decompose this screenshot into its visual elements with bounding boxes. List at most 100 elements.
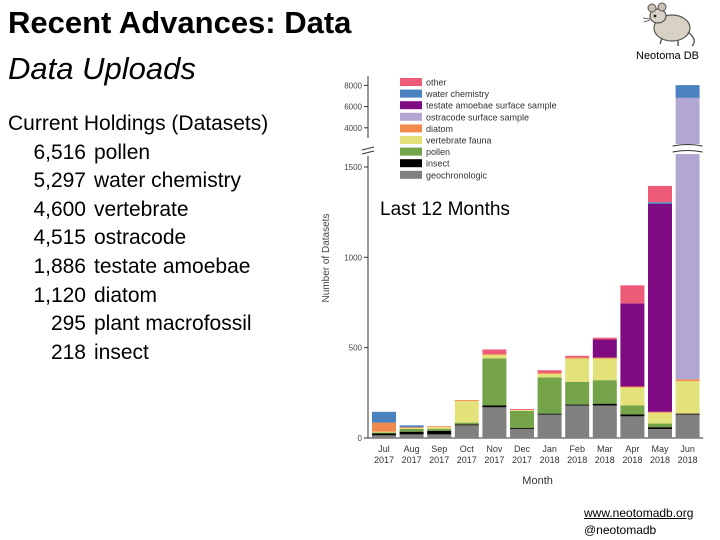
bar-segment: [675, 379, 700, 382]
bar-segment: [482, 353, 507, 355]
bar-segment: [592, 405, 617, 438]
bar-segment: [399, 434, 424, 438]
y-tick-label: 500: [349, 344, 363, 353]
bar-segment: [565, 381, 590, 405]
holdings-count: 4,515: [33, 226, 86, 250]
bar-segment: [482, 358, 507, 406]
bar-segment: [675, 381, 700, 414]
x-tick-label-month: Jul: [378, 444, 390, 454]
legend-swatch: [400, 101, 422, 110]
bar-segment: [620, 405, 645, 415]
y-tick-label: 8000: [344, 81, 362, 90]
bar-segment: [592, 337, 617, 340]
x-tick-label-year: 2018: [622, 455, 642, 465]
bar-segment: [648, 411, 672, 413]
holdings-item: 4,515 ostracode: [8, 224, 268, 253]
x-tick-label-year: 2017: [402, 455, 422, 465]
holdings-label: insect: [94, 340, 149, 364]
bar-segment: [565, 355, 590, 358]
bar-segment: [648, 423, 672, 428]
bar-segment: [648, 185, 672, 203]
bar-segment: [372, 411, 396, 423]
y-axis-title: Number of Datasets: [321, 214, 332, 303]
x-tick-label-year: 2018: [650, 455, 670, 465]
x-tick-label-month: Apr: [625, 444, 639, 454]
x-tick-label-month: Feb: [569, 444, 585, 454]
x-tick-label-year: 2018: [595, 455, 615, 465]
holdings-label: plant macrofossil: [94, 312, 252, 336]
neotoma-mouse-logo-icon: [642, 2, 695, 47]
y-axis-break-mark: [361, 146, 375, 155]
footer: www.neotomadb.org @neotomadb: [584, 505, 693, 539]
bar-segment: [675, 414, 700, 438]
holdings-list: Current Holdings (Datasets) 6,516 pollen …: [8, 110, 268, 367]
legend-label: geochronologic: [426, 170, 488, 180]
bar-segment: [372, 433, 396, 436]
slide-title: Recent Advances: Data: [8, 5, 352, 40]
x-tick-label-month: Aug: [404, 444, 420, 454]
x-tick-label-month: Sep: [431, 444, 447, 454]
website-link[interactable]: www.neotomadb.org: [584, 506, 694, 520]
bar-segment: [372, 432, 396, 434]
holdings-label: pollen: [94, 140, 151, 164]
bar-segment: [565, 405, 590, 438]
bar-segment: [620, 416, 645, 438]
holdings-item: 6,516 pollen: [8, 139, 268, 168]
x-tick-label-month: Nov: [486, 444, 503, 454]
bar-break-band: [672, 144, 703, 154]
bar-segment: [454, 400, 479, 401]
x-tick-label-year: 2017: [484, 455, 504, 465]
legend-label: insect: [426, 159, 450, 169]
bar-segment: [510, 409, 534, 410]
bar-segment: [399, 428, 424, 429]
bar-segment: [482, 405, 507, 408]
y-tick-label: 1000: [344, 253, 362, 262]
bar-segment: [537, 372, 562, 374]
legend-label: diatom: [426, 124, 453, 134]
x-tick-label-month: Jan: [542, 444, 557, 454]
x-tick-label-year: 2017: [374, 455, 394, 465]
legend-label: testate amoebae surface sample: [426, 101, 557, 111]
stacked-bar-chart: 0 500 1000 1500 4000 6000 8000 Number of Datase…: [321, 76, 704, 487]
bar-segment: [537, 370, 562, 373]
bar-segment: [537, 377, 562, 414]
bar-segment: [510, 428, 534, 429]
bar-segment: [620, 285, 645, 304]
bar-segment: [454, 400, 479, 423]
bar-segment: [620, 387, 645, 406]
bar-segment: [399, 428, 424, 432]
y-tick-label: 4000: [344, 124, 362, 133]
holdings-count: 5,297: [33, 169, 86, 193]
bar-segment: [510, 410, 534, 429]
bar-segment: [592, 380, 617, 404]
x-tick-label-year: 2017: [457, 455, 477, 465]
bar-segment: [648, 203, 672, 412]
bar-segment: [510, 428, 534, 438]
x-tick-label-year: 2018: [567, 455, 587, 465]
bar-segment: [620, 386, 645, 388]
bar-segment: [565, 357, 590, 359]
holdings-item: 5,297 water chemistry: [8, 167, 268, 196]
slide-subtitle: Data Uploads: [8, 51, 196, 86]
x-tick-label-year: 2018: [678, 455, 698, 465]
bar-segment: [675, 413, 700, 415]
bar-segment: [482, 354, 507, 359]
bar-segment: [620, 414, 645, 417]
x-tick-label-month: Jun: [680, 444, 695, 454]
bar-segment: [427, 434, 452, 438]
bar-segment: [592, 358, 617, 381]
x-tick-label-month: Mar: [597, 444, 613, 454]
bar-segment: [537, 413, 562, 415]
holdings-item: 1,120 diatom: [8, 282, 268, 311]
bar-segment: [537, 414, 562, 438]
legend-label: ostracode surface sample: [426, 112, 529, 122]
holdings-item: 295 plant macrofossil: [8, 310, 268, 339]
bar-segment: [648, 412, 672, 424]
bar-segment: [675, 97, 700, 380]
bar-segment: [482, 407, 507, 438]
bar-segment: [372, 422, 396, 432]
holdings-label: water chemistry: [94, 169, 242, 193]
x-tick-label-month: Dec: [514, 444, 531, 454]
twitter-handle: @neotomadb: [584, 523, 657, 537]
legend-label: other: [426, 78, 447, 88]
